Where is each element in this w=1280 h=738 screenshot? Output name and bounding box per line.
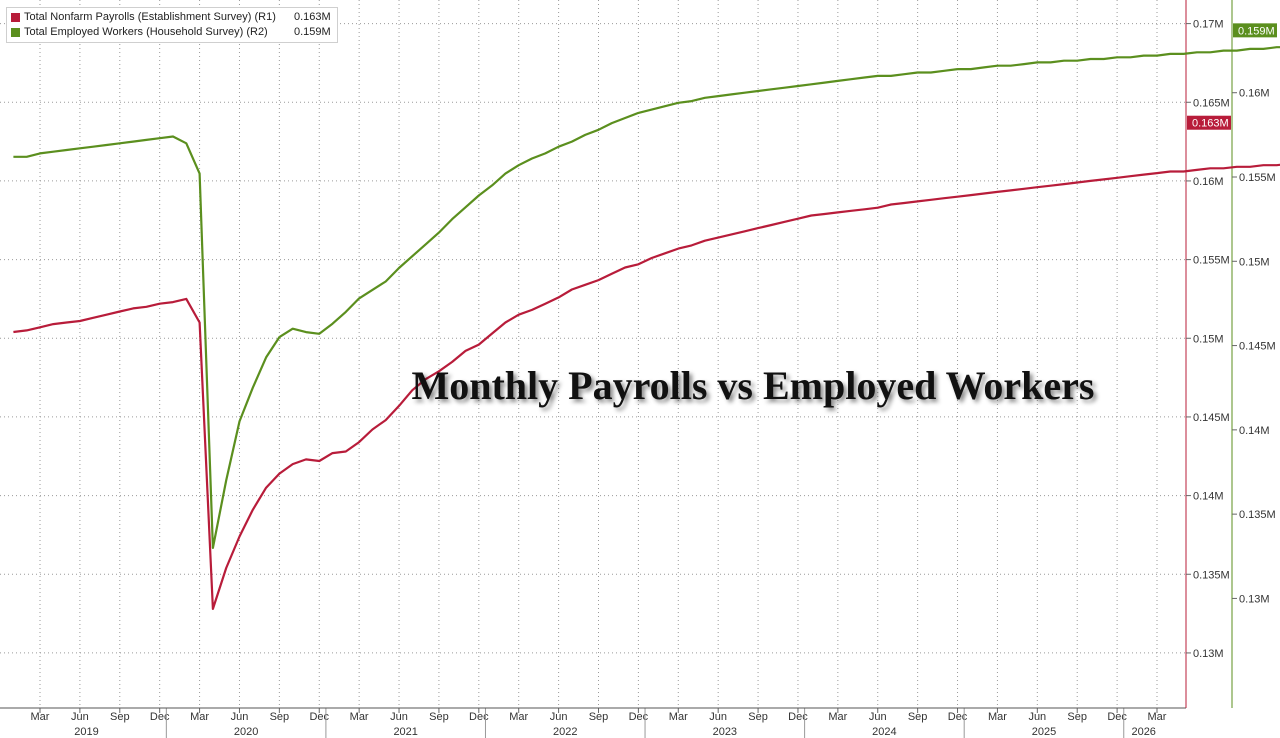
x-month-label: Mar [190,711,209,723]
legend-entry-employed: Total Employed Workers (Household Survey… [11,25,331,40]
x-month-label: Mar [988,711,1007,723]
x-year-label: 2020 [234,726,258,738]
x-month-label: Mar [1148,711,1167,723]
x-year-label: 2023 [713,726,737,738]
last-value-label-payrolls: 0.163M [1192,118,1229,130]
r1-tick-label: 0.17M [1193,19,1224,31]
legend-swatch-employed [11,28,20,37]
legend-label-payrolls: Total Nonfarm Payrolls (Establishment Su… [24,11,276,23]
r2-tick-label: 0.155M [1239,172,1276,184]
x-month-label: Mar [350,711,369,723]
x-month-label: Jun [71,711,89,723]
x-month-label: Mar [669,711,688,723]
x-month-label: Jun [869,711,887,723]
last-value-label-employed: 0.159M [1238,25,1275,37]
r1-tick-label: 0.14M [1193,491,1224,503]
legend-label-employed: Total Employed Workers (Household Survey… [24,26,268,38]
r1-tick-label: 0.135M [1193,569,1230,581]
x-month-label: Jun [390,711,408,723]
x-month-label: Dec [469,711,489,723]
x-month-label: Dec [629,711,649,723]
x-year-label: 2021 [393,726,417,738]
r2-tick-label: 0.135M [1239,509,1276,521]
x-month-label: Jun [550,711,568,723]
x-year-label: 2024 [872,726,896,738]
r1-tick-label: 0.165M [1193,97,1230,109]
x-month-label: Sep [1067,711,1087,723]
x-month-label: Mar [828,711,847,723]
x-month-label: Sep [270,711,290,723]
r1-tick-label: 0.155M [1193,255,1230,267]
x-year-label: 2019 [74,726,98,738]
legend-swatch-payrolls [11,13,20,22]
r1-tick-label: 0.145M [1193,412,1230,424]
r2-tick-label: 0.16M [1239,88,1270,100]
x-month-label: Dec [948,711,968,723]
x-month-label: Sep [748,711,768,723]
x-year-label: 2022 [553,726,577,738]
x-month-label: Sep [110,711,130,723]
grid-lines [0,0,1186,708]
legend-value-employed: 0.159M [294,26,331,38]
last-value-labels: 0.163M 0.159M [1187,23,1277,130]
last-value-box-payrolls [1187,115,1231,130]
legend: Total Nonfarm Payrolls (Establishment Su… [6,7,338,43]
r2-tick-label: 0.14M [1239,425,1270,437]
legend-entry-payrolls: Total Nonfarm Payrolls (Establishment Su… [11,10,331,25]
r1-tick-label: 0.16M [1193,176,1224,188]
legend-value-payrolls: 0.163M [294,11,331,23]
x-month-label: Jun [1028,711,1046,723]
x-month-label: Sep [429,711,449,723]
r1-tick-label: 0.13M [1193,648,1224,660]
series-lines [13,46,1280,611]
x-month-label: Dec [150,711,170,723]
last-value-box-employed [1233,23,1277,38]
x-year-label: 2026 [1131,726,1155,738]
series-line-employed [13,46,1280,550]
r2-tick-label: 0.145M [1239,341,1276,353]
x-month-label: Jun [709,711,727,723]
x-month-label: Mar [31,711,50,723]
x-month-label: Dec [309,711,329,723]
r1-tick-label: 0.15M [1193,333,1224,345]
x-month-label: Jun [231,711,249,723]
x-month-label: Mar [509,711,528,723]
r2-tick-label: 0.13M [1239,593,1270,605]
x-year-label: 2025 [1032,726,1056,738]
series-line-payrolls [13,163,1280,611]
x-month-label: Sep [908,711,928,723]
x-month-label: Sep [589,711,609,723]
r2-tick-label: 0.15M [1239,256,1270,268]
x-month-label: Dec [1107,711,1127,723]
x-month-label: Dec [788,711,808,723]
